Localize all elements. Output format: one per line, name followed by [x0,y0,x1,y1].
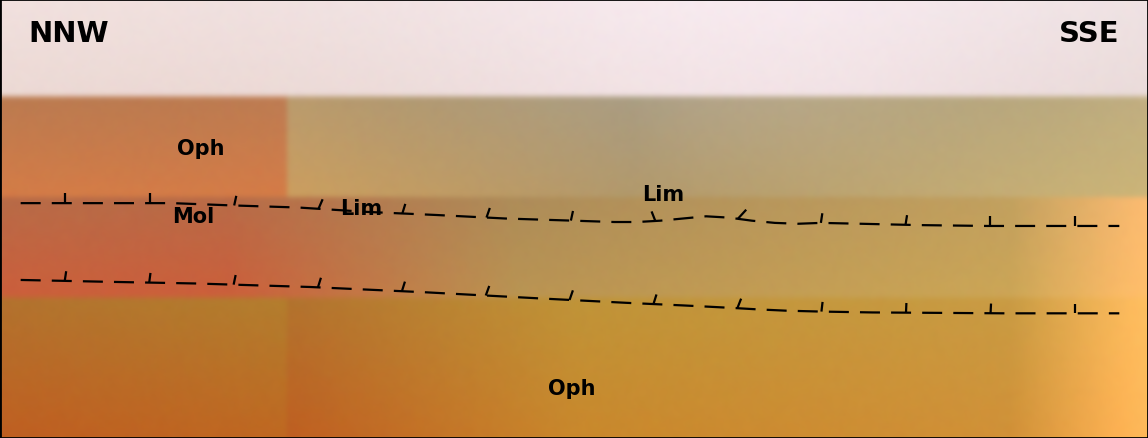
Text: Oph: Oph [177,139,225,159]
Text: NNW: NNW [29,20,109,48]
Text: Oph: Oph [548,378,596,398]
Text: Lim: Lim [643,185,684,205]
Text: SSE: SSE [1058,20,1119,48]
Text: Lim: Lim [341,198,382,218]
Text: Mol: Mol [172,207,214,227]
